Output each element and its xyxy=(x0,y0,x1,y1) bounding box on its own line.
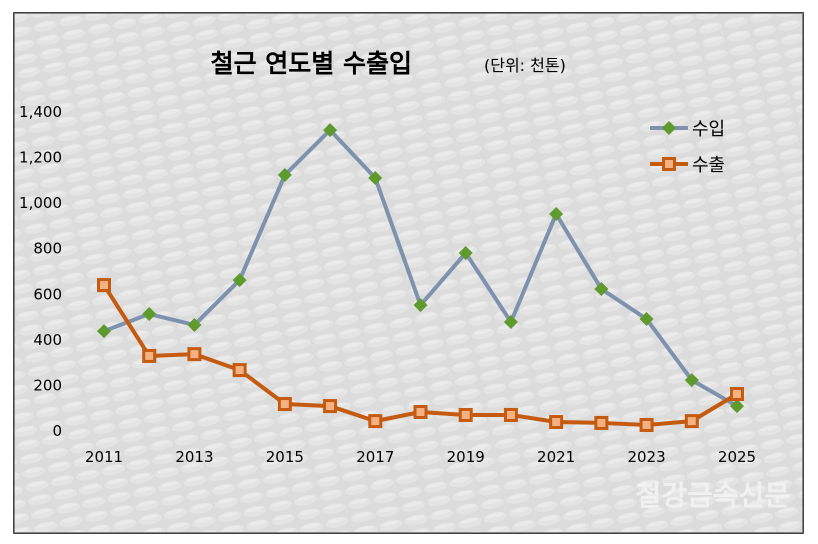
data-point xyxy=(549,206,564,221)
data-point xyxy=(368,414,383,429)
data-point xyxy=(594,415,609,430)
data-point xyxy=(549,415,564,430)
data-point xyxy=(277,397,292,412)
data-point xyxy=(730,399,744,414)
data-point xyxy=(503,407,518,422)
x-tick-label: 2015 xyxy=(266,448,304,466)
legend-marker xyxy=(662,121,676,135)
data-point xyxy=(503,314,518,329)
x-tick-label: 2013 xyxy=(175,448,213,466)
legend-label: 수출 xyxy=(692,155,725,176)
data-point xyxy=(458,245,473,260)
data-point xyxy=(187,317,202,332)
data-point xyxy=(684,373,699,388)
data-point xyxy=(639,417,654,432)
legend-item: 수출 xyxy=(650,155,725,176)
data-point xyxy=(594,281,609,296)
data-point xyxy=(639,312,654,327)
x-tick-label: 2011 xyxy=(85,448,123,466)
data-point xyxy=(187,347,202,362)
y-tick-label: 1,000 xyxy=(19,194,62,212)
x-tick-label: 2021 xyxy=(537,448,575,466)
y-tick-label: 200 xyxy=(33,376,62,394)
data-point xyxy=(458,407,473,422)
y-tick-label: 1,400 xyxy=(19,103,62,121)
data-point xyxy=(368,170,383,185)
x-tick-label: 2023 xyxy=(627,448,665,466)
x-tick-label: 2017 xyxy=(356,448,394,466)
data-point xyxy=(684,414,699,429)
data-point xyxy=(413,298,428,313)
data-point xyxy=(97,278,111,293)
series-import xyxy=(97,123,744,414)
series-export xyxy=(97,278,744,432)
y-tick-label: 600 xyxy=(33,285,62,303)
legend-label: 수입 xyxy=(692,119,725,140)
data-point xyxy=(730,386,744,401)
data-point xyxy=(232,273,247,288)
y-tick-label: 1,200 xyxy=(19,149,62,167)
data-point xyxy=(97,324,111,339)
data-point xyxy=(142,348,157,363)
data-point xyxy=(413,404,428,419)
data-point xyxy=(232,363,247,378)
x-tick-label: 2019 xyxy=(447,448,485,466)
y-tick-label: 0 xyxy=(52,422,62,440)
chart-subtitle: (단위: 천톤) xyxy=(484,56,566,75)
y-tick-label: 800 xyxy=(33,240,62,258)
watermark: 철강금속신문 xyxy=(635,479,790,512)
chart-title: 철근 연도별 수출입 xyxy=(211,49,412,78)
data-point xyxy=(277,168,292,183)
data-point xyxy=(142,307,157,322)
legend-marker xyxy=(662,157,676,171)
y-tick-label: 400 xyxy=(33,331,62,349)
legend-item: 수입 xyxy=(650,119,725,140)
x-tick-label: 2025 xyxy=(718,448,756,466)
data-point xyxy=(323,123,338,138)
data-point xyxy=(323,399,338,414)
